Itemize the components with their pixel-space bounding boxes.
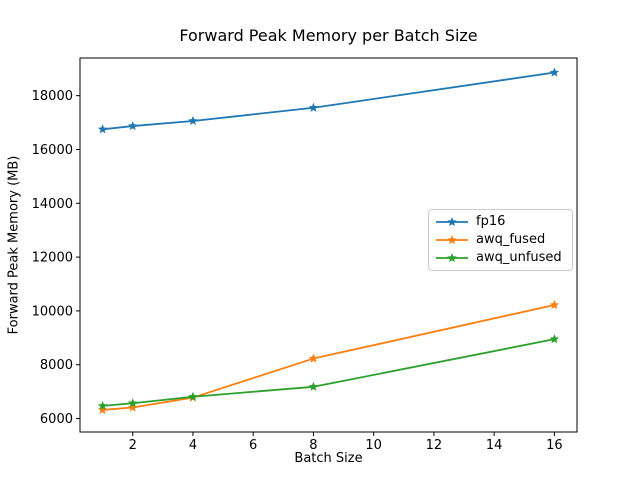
series-line-awq_unfused	[101, 338, 556, 407]
data-point-marker-awq_unfused	[308, 381, 319, 391]
legend-line-swatch	[436, 217, 468, 227]
x-tick-label: 6	[249, 438, 257, 453]
legend-line-swatch	[436, 235, 468, 245]
data-point-marker-fp16	[97, 124, 108, 134]
series-line-awq_fused	[101, 304, 556, 411]
data-point-marker-fp16	[308, 102, 319, 112]
y-tick-label: 6000	[40, 412, 73, 427]
x-tick-label: 10	[365, 438, 382, 453]
legend-item-fp16: fp16	[435, 213, 566, 231]
legend-label: awq_fused	[476, 232, 546, 247]
data-point-marker-fp16	[188, 115, 198, 126]
legend-line-swatch	[436, 253, 468, 263]
x-axis-label: Batch Size	[294, 451, 363, 466]
x-tick-label: 4	[189, 438, 197, 453]
data-point-marker-fp16	[549, 67, 560, 77]
legend-item-awq_unfused: awq_unfused	[435, 249, 566, 267]
data-point-marker-awq_unfused	[97, 400, 108, 410]
legend-label: fp16	[476, 214, 506, 229]
axes-frame	[79, 57, 578, 433]
data-point-marker-awq_unfused	[549, 334, 560, 344]
legend-item-awq_fused: awq_fused	[435, 231, 566, 249]
x-tick-label: 8	[309, 438, 317, 453]
chart-title: Forward Peak Memory per Batch Size	[179, 26, 478, 45]
data-point-marker-awq_fused	[549, 300, 560, 310]
legend-label: awq_unfused	[476, 250, 562, 265]
data-point-marker-awq_fused	[127, 402, 138, 412]
y-tick-label: 10000	[32, 304, 73, 319]
data-point-marker-awq_fused	[308, 353, 319, 363]
data-point-marker-awq_unfused	[127, 398, 138, 408]
x-tick-label: 2	[129, 438, 137, 453]
x-tick-label: 12	[426, 438, 443, 453]
data-point-marker-awq_unfused	[188, 391, 198, 401]
data-point-marker-awq_fused	[97, 404, 108, 414]
x-tick-label: 14	[486, 438, 503, 453]
x-tick-label: 16	[546, 438, 563, 453]
series-line-fp16	[101, 71, 556, 131]
y-tick-label: 16000	[32, 143, 73, 158]
y-tick-label: 8000	[40, 358, 73, 373]
data-point-marker-fp16	[127, 121, 138, 131]
legend: fp16 awq_fused awq_unfused	[428, 209, 573, 271]
y-tick-label: 12000	[32, 251, 73, 266]
y-tick-label: 18000	[32, 89, 73, 104]
y-tick-label: 14000	[32, 197, 73, 212]
